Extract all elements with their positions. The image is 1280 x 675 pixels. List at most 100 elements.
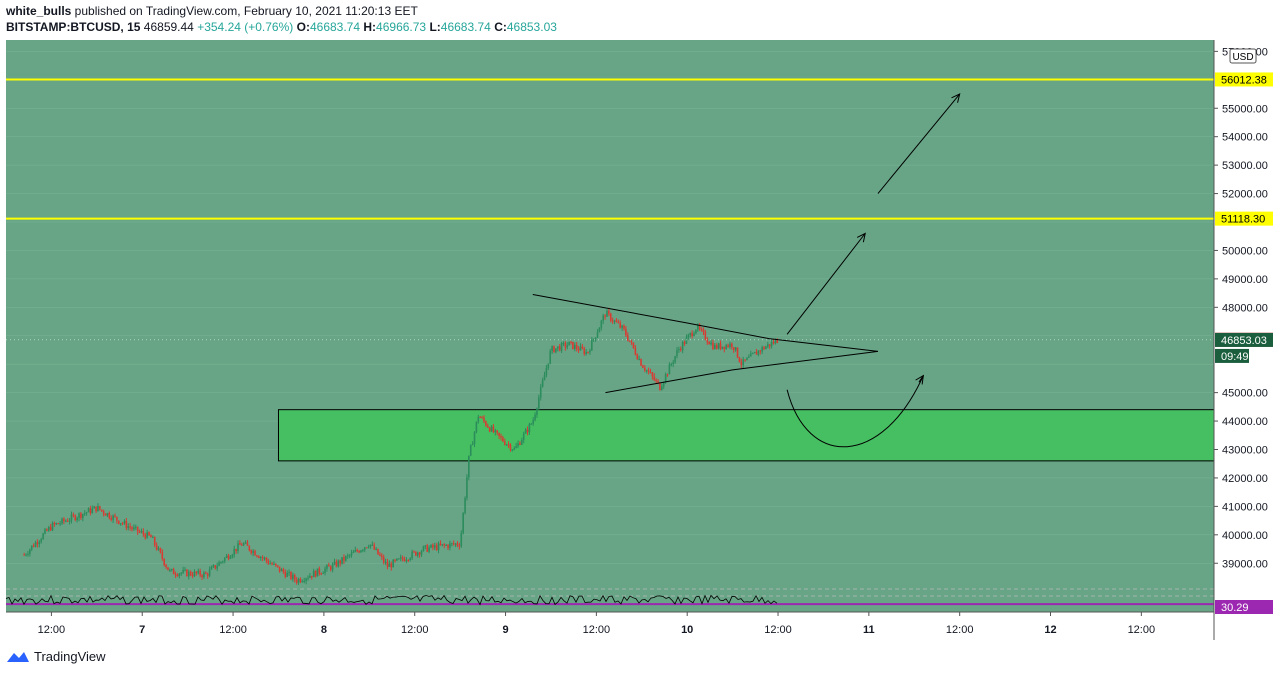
candle-body	[664, 374, 667, 383]
candle-body	[363, 547, 366, 550]
triangle-upper-line[interactable]	[532, 294, 878, 352]
candle-body	[538, 397, 540, 409]
oscillator-background[interactable]	[6, 586, 1214, 612]
candle-body	[753, 352, 756, 354]
candle-body	[679, 349, 682, 351]
candle-body	[53, 522, 56, 525]
candle-body	[25, 554, 27, 556]
candle-body	[532, 420, 534, 424]
candle-body	[430, 544, 432, 548]
candle-body	[460, 533, 463, 547]
candle-body	[299, 578, 302, 582]
candle-body	[80, 513, 82, 518]
retest-curve-arrow[interactable]	[786, 375, 924, 448]
candle-body	[706, 339, 709, 343]
candle-body	[189, 571, 192, 576]
candle-body	[772, 341, 775, 344]
demand-zone[interactable]	[277, 409, 1215, 462]
candle-body	[240, 544, 243, 546]
candle-body	[464, 498, 466, 514]
candle-body	[263, 557, 266, 559]
candle-body	[727, 345, 729, 347]
candle-body	[469, 445, 472, 456]
author-name[interactable]: white_bulls	[6, 4, 72, 18]
x-tick-label: 7	[139, 624, 145, 636]
candle-body	[736, 347, 739, 358]
candle-body	[254, 550, 256, 556]
candle-body	[57, 523, 60, 525]
plot-background[interactable]	[6, 40, 1214, 586]
candle-body	[165, 564, 167, 568]
candle-body	[201, 575, 203, 578]
x-tick-label: 12:00	[1128, 624, 1156, 636]
candle-body	[721, 346, 724, 349]
candle-body	[40, 539, 42, 542]
candle-body	[155, 544, 158, 550]
candle-body	[87, 508, 90, 513]
candle-body	[492, 426, 495, 433]
level-price-tag	[1215, 72, 1273, 87]
candle-body	[184, 569, 186, 571]
tradingview-branding[interactable]: TradingView	[6, 649, 106, 664]
candle-body	[486, 425, 489, 428]
candle-body	[382, 556, 385, 563]
candle-body	[507, 444, 510, 446]
candle-body	[30, 545, 33, 550]
candle-body	[138, 531, 141, 533]
candle-body	[560, 343, 563, 351]
candle-body	[225, 555, 228, 558]
candle-body	[390, 563, 393, 568]
close-value: 46853.03	[506, 20, 557, 34]
candle-body	[447, 545, 449, 548]
candle-body	[725, 345, 727, 350]
candle-body	[237, 543, 239, 552]
candle-body	[483, 417, 485, 422]
candle-body	[628, 340, 631, 342]
candle-body	[700, 329, 703, 331]
candle-body	[42, 533, 44, 540]
candle-body	[765, 346, 767, 350]
candle-body	[32, 545, 35, 547]
candle-body	[331, 564, 334, 570]
candle-body	[611, 320, 614, 322]
candle-body	[761, 347, 763, 352]
projection-arrow-2[interactable]	[877, 93, 961, 194]
candle-body	[127, 526, 130, 528]
level-price-label: 51118.30	[1221, 214, 1265, 226]
candle-body	[345, 556, 347, 561]
candle-body	[34, 542, 37, 547]
candle-body	[767, 344, 769, 347]
candle-body	[553, 346, 555, 353]
symbol-name[interactable]: BITSTAMP:BTCUSD, 15	[6, 20, 141, 34]
candle-body	[511, 449, 514, 451]
candle-body	[350, 552, 353, 556]
candle-body	[695, 329, 697, 334]
candle-body	[710, 342, 712, 345]
candle-body	[210, 567, 213, 570]
y-tick-label: 43000.00	[1222, 445, 1268, 457]
x-tick-label: 11	[863, 624, 875, 636]
candle-body	[422, 546, 425, 552]
candle-body	[678, 349, 680, 351]
candle-body	[462, 513, 464, 534]
candle-body	[594, 337, 597, 339]
candle-body	[488, 427, 491, 432]
currency-badge[interactable]	[1229, 48, 1257, 64]
candle-body	[572, 341, 574, 349]
candle-body	[97, 506, 99, 512]
projection-arrow-1[interactable]	[786, 233, 866, 335]
retest-curve-head[interactable]	[918, 375, 924, 383]
candle-body	[606, 310, 608, 317]
candle-body	[500, 436, 502, 438]
triangle-lower-line[interactable]	[605, 350, 879, 394]
candle-body	[187, 571, 190, 577]
candle-body	[246, 542, 249, 546]
candle-body	[503, 441, 506, 445]
candle-body	[29, 549, 31, 554]
candle-body	[218, 562, 220, 566]
retest-curve-head-head	[915, 374, 924, 385]
candle-body	[104, 513, 107, 516]
candle-body	[458, 545, 461, 547]
candle-body	[776, 339, 779, 344]
